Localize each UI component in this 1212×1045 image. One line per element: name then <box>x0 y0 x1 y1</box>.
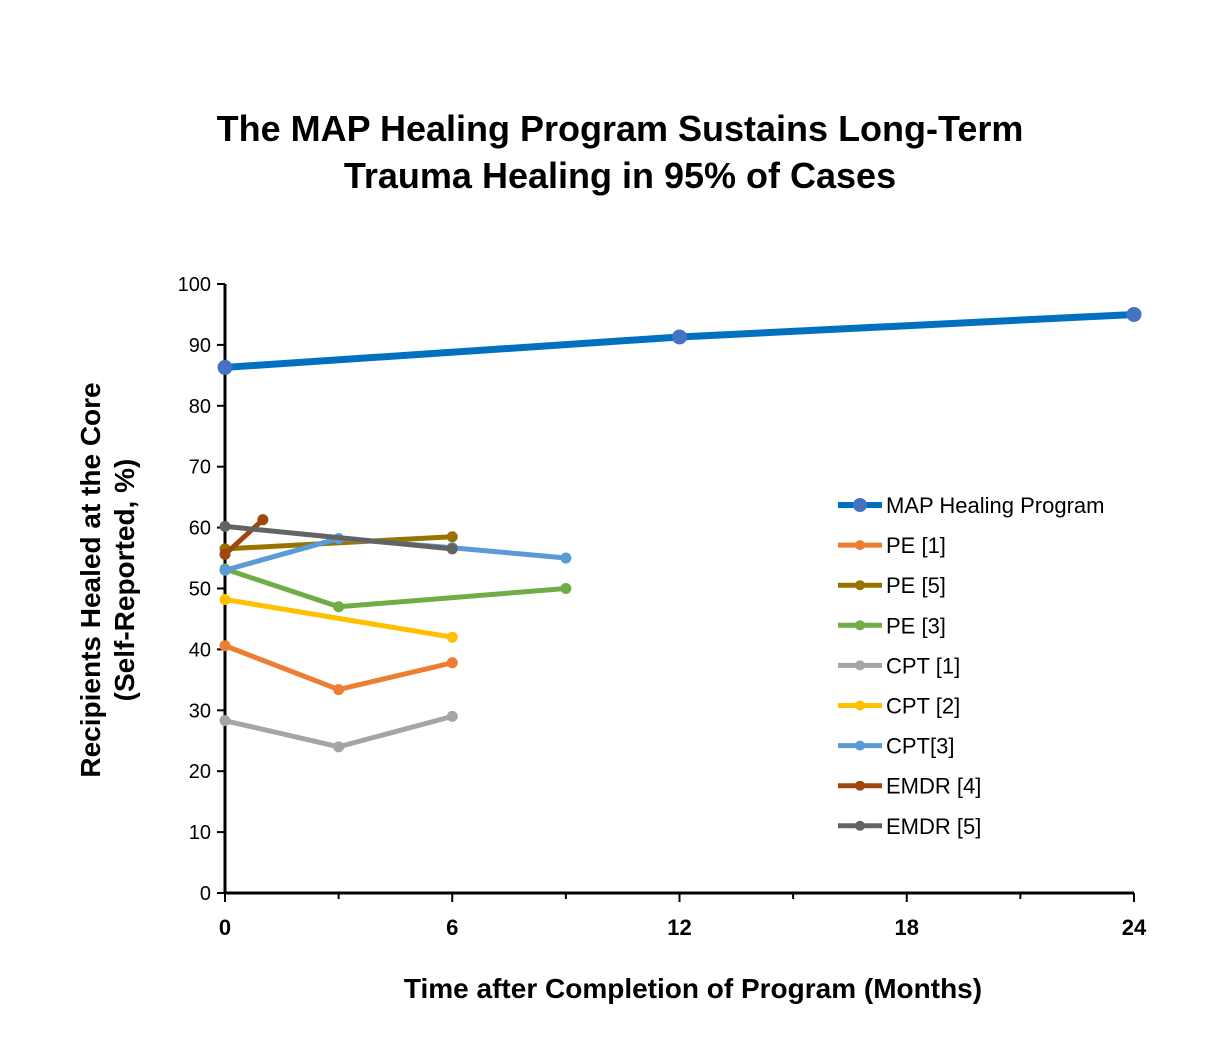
legend-label: PE [5] <box>886 573 946 598</box>
chart-title-line-2: Trauma Healing in 95% of Cases <box>344 155 896 196</box>
y-tick-label: 40 <box>189 639 211 661</box>
legend-swatch-marker <box>855 740 865 751</box>
data-point <box>219 564 231 576</box>
legend-swatch-marker <box>855 700 865 711</box>
y-axis-title-line-1: Recipients Healed at the Core <box>75 382 106 777</box>
y-tick-label: 30 <box>189 700 211 722</box>
data-point <box>219 593 231 605</box>
y-tick-label: 0 <box>200 883 211 905</box>
data-point <box>333 601 345 613</box>
data-point <box>446 531 458 543</box>
series-map-healing-program <box>217 306 1142 375</box>
legend-label: PE [3] <box>886 613 946 638</box>
legend-label: MAP Healing Program <box>886 493 1104 518</box>
legend-item: PE [1] <box>838 533 946 558</box>
legend-label: CPT [1] <box>886 653 960 678</box>
x-tick-label: 12 <box>667 915 691 940</box>
data-point <box>257 514 269 526</box>
legend-label: EMDR [5] <box>886 814 981 839</box>
data-point <box>333 741 345 753</box>
legend-item: CPT[3] <box>838 734 954 759</box>
legend-item: MAP Healing Program <box>838 493 1104 518</box>
y-tick-label: 90 <box>189 335 211 357</box>
series-line <box>222 523 455 552</box>
x-axis-title: Time after Completion of Program (Months… <box>404 973 982 1004</box>
legend-swatch-marker <box>855 540 865 551</box>
series-pe-1 <box>219 640 458 696</box>
data-point <box>446 657 458 669</box>
data-point <box>446 631 458 643</box>
y-tick-label: 70 <box>189 457 211 479</box>
legend-item: CPT [1] <box>838 653 960 678</box>
series-emdr-5 <box>219 520 458 555</box>
data-point <box>333 684 345 696</box>
legend-item: EMDR [5] <box>838 814 981 839</box>
data-point <box>1126 306 1142 322</box>
legend-label: CPT [2] <box>886 694 960 719</box>
legend-label: EMDR [4] <box>886 774 981 799</box>
legend-label: CPT[3] <box>886 734 954 759</box>
series-line <box>222 566 569 610</box>
chart-title-line-1: The MAP Healing Program Sustains Long-Te… <box>217 108 1024 149</box>
y-tick-label: 50 <box>189 579 211 601</box>
y-tick-label: 80 <box>189 396 211 418</box>
series-emdr-4 <box>219 514 269 560</box>
data-point <box>560 552 572 564</box>
legend-swatch-marker <box>855 660 865 671</box>
data-point <box>560 583 572 594</box>
series-line <box>222 643 455 693</box>
legend-item: CPT [2] <box>838 694 960 719</box>
legend-swatch-marker <box>853 498 867 512</box>
x-tick-label: 18 <box>895 915 919 940</box>
series-cpt-1 <box>219 710 458 753</box>
legend-swatch-marker <box>855 620 865 631</box>
data-point <box>219 640 231 652</box>
data-point <box>219 520 231 532</box>
data-point <box>446 710 458 722</box>
axes: 0 10 20 30 40 50 60 70 80 90 100 0 6 12 18 24 <box>178 274 1147 940</box>
legend-item: PE [5] <box>838 573 946 598</box>
legend-item: PE [3] <box>838 613 946 638</box>
x-tick-label: 6 <box>446 915 458 940</box>
x-tick-label: 24 <box>1122 915 1147 940</box>
series-line <box>222 596 455 640</box>
legend-swatch-marker <box>855 580 865 591</box>
data-point <box>217 359 233 375</box>
y-axis-title-line-2: (Self-Reported, %) <box>109 459 140 702</box>
data-point <box>672 329 687 345</box>
series-cpt-2 <box>219 593 458 643</box>
y-tick-label: 10 <box>189 822 211 844</box>
data-point <box>219 548 231 560</box>
data-point <box>446 543 458 555</box>
legend: MAP Healing Program PE [1] PE [5] PE [3] CPT… <box>838 493 1104 839</box>
legend-swatch-marker <box>855 780 865 791</box>
y-tick-label: 60 <box>189 518 211 540</box>
y-tick-label: 100 <box>178 274 211 296</box>
series-lines <box>217 306 1142 753</box>
x-tick-label: 0 <box>219 915 231 940</box>
legend-item: EMDR [4] <box>838 774 981 799</box>
data-point <box>219 715 231 727</box>
legend-swatch-marker <box>855 820 865 831</box>
legend-label: PE [1] <box>886 533 946 558</box>
series-line <box>222 517 266 557</box>
y-tick-label: 20 <box>189 761 211 783</box>
